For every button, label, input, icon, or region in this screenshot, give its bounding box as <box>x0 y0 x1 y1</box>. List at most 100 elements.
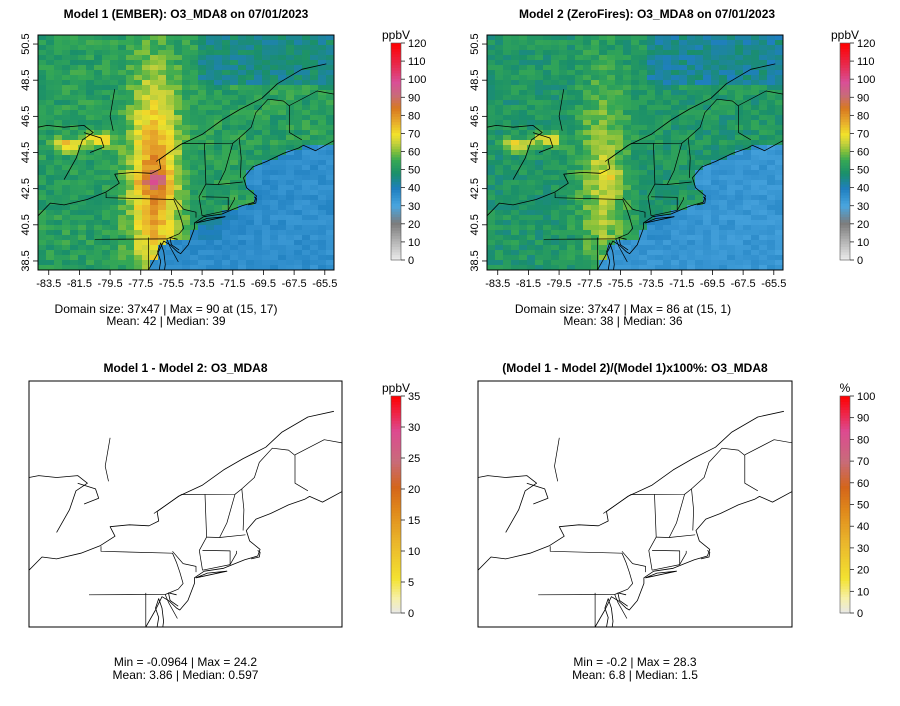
heatmap-cell <box>543 190 552 196</box>
heatmap-cell <box>591 40 600 46</box>
heatmap-cell <box>102 85 111 91</box>
heatmap-cell <box>302 235 311 241</box>
colorbar-segment <box>391 224 401 228</box>
colorbar-segment <box>840 249 850 253</box>
heatmap-cell <box>687 210 696 216</box>
heatmap-cell <box>511 40 520 46</box>
heatmap-cell <box>262 125 271 131</box>
heatmap-cell <box>110 255 119 261</box>
heatmap-cell <box>38 185 47 191</box>
heatmap-cell <box>583 105 592 111</box>
heatmap-cell <box>46 35 55 41</box>
heatmap-cell <box>551 130 560 136</box>
heatmap-cell <box>318 60 327 66</box>
heatmap-cell <box>78 105 87 111</box>
heatmap-cell <box>182 250 191 256</box>
heatmap-cell <box>294 215 303 221</box>
heatmap-cell <box>687 145 696 151</box>
heatmap-cell <box>607 260 616 266</box>
heatmap-cell <box>142 60 151 66</box>
heatmap-cell <box>495 210 504 216</box>
heatmap-cell <box>775 195 783 201</box>
heatmap-cell <box>214 45 223 51</box>
heatmap-cell <box>158 175 167 181</box>
heatmap-cell <box>623 40 632 46</box>
heatmap-cell <box>703 90 712 96</box>
heatmap-cell <box>527 250 536 256</box>
heatmap-cell <box>46 70 55 76</box>
heatmap-cell <box>86 110 95 116</box>
heatmap-cell <box>575 125 584 131</box>
heatmap-cell <box>583 125 592 131</box>
heatmap-cell <box>703 45 712 51</box>
heatmap-cell <box>38 165 47 171</box>
heatmap-cell <box>679 175 688 181</box>
heatmap-cell <box>262 40 271 46</box>
heatmap-cell <box>110 240 119 246</box>
heatmap-cell <box>142 150 151 156</box>
heatmap-cell <box>102 235 111 241</box>
heatmap-cell <box>126 195 135 201</box>
heatmap-cell <box>607 70 616 76</box>
heatmap-cell <box>270 255 279 261</box>
heatmap-cell <box>775 110 783 116</box>
heatmap-cell <box>511 170 520 176</box>
heatmap-cell <box>687 260 696 266</box>
heatmap-cell <box>711 55 720 61</box>
heatmap-cell <box>38 100 47 106</box>
heatmap-cell <box>567 45 576 51</box>
heatmap-cell <box>727 170 736 176</box>
heatmap-cell <box>703 210 712 216</box>
heatmap-cell <box>142 195 151 201</box>
x-tick-label: -77.5 <box>128 278 153 290</box>
heatmap-cell <box>134 105 143 111</box>
heatmap-cell <box>254 210 263 216</box>
heatmap-cell <box>719 230 728 236</box>
heatmap-cell <box>254 95 263 101</box>
heatmap-cell <box>503 45 512 51</box>
heatmap-cell <box>607 140 616 146</box>
heatmap-cell <box>639 50 648 56</box>
heatmap-cell <box>70 40 79 46</box>
heatmap-cell <box>535 220 544 226</box>
heatmap-cell <box>735 80 744 86</box>
heatmap-cell <box>158 200 167 206</box>
heatmap-cell <box>158 105 167 111</box>
heatmap-cell <box>503 75 512 81</box>
heatmap-cell <box>118 145 127 151</box>
heatmap-cell <box>679 205 688 211</box>
heatmap-cell <box>110 135 119 141</box>
heatmap-cell <box>695 195 704 201</box>
heatmap-cell <box>150 100 159 106</box>
heatmap-cell <box>639 105 648 111</box>
heatmap-cell <box>198 150 207 156</box>
colorbar-segment <box>840 154 850 158</box>
heatmap-cell <box>254 110 263 116</box>
heatmap-cell <box>559 115 568 121</box>
heatmap-cell <box>118 235 127 241</box>
heatmap-cell <box>503 190 512 196</box>
heatmap-cell <box>174 175 183 181</box>
state-border <box>738 90 783 106</box>
heatmap-cell <box>78 50 87 56</box>
heatmap-cell <box>70 255 79 261</box>
heatmap-cell <box>246 80 255 86</box>
heatmap-cell <box>126 40 135 46</box>
heatmap-cell <box>118 250 127 256</box>
heatmap-cell <box>543 70 552 76</box>
heatmap-cell <box>703 75 712 81</box>
heatmap-cell <box>166 250 175 256</box>
heatmap-cell <box>46 230 55 236</box>
heatmap-cell <box>703 65 712 71</box>
y-tick-label: 40.5 <box>20 214 32 235</box>
heatmap-cell <box>495 100 504 106</box>
heatmap-cell <box>743 100 752 106</box>
heatmap-cell <box>591 125 600 131</box>
state-border <box>198 143 207 216</box>
heatmap-cell <box>326 75 334 81</box>
heatmap-cell <box>759 165 768 171</box>
heatmap-cell <box>727 35 736 41</box>
heatmap-cell <box>775 255 783 261</box>
heatmap-cell <box>583 55 592 61</box>
heatmap-cell <box>270 180 279 186</box>
